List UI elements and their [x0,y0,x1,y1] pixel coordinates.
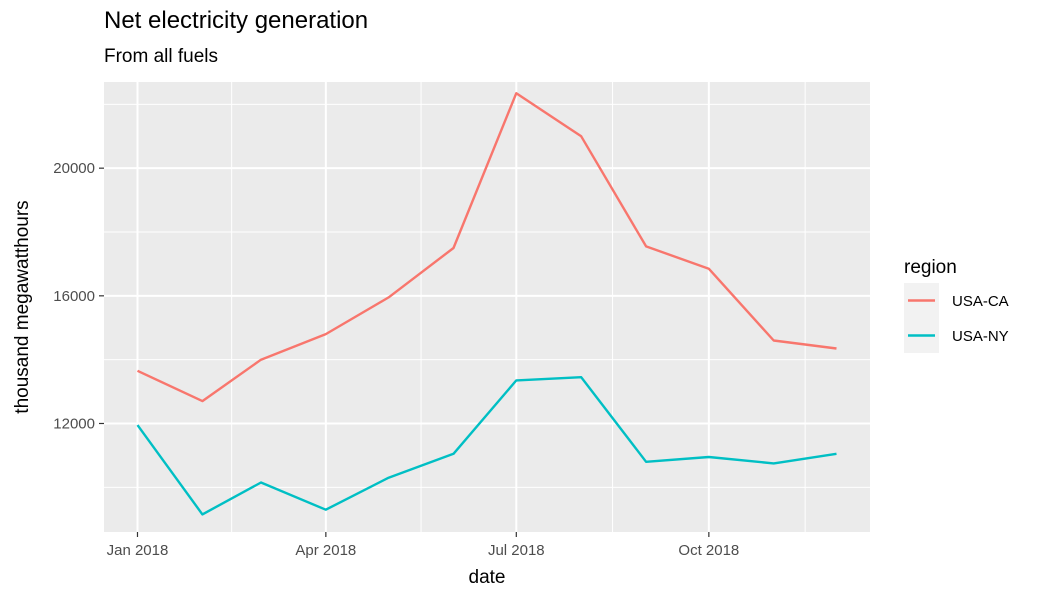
x-tick-label: Jul 2018 [488,542,545,559]
chart-title: Net electricity generation [104,7,369,34]
grid-major [104,82,870,532]
legend-title: region [904,257,957,278]
x-tick-label: Jan 2018 [107,542,169,559]
series-line-usa-ca [136,91,837,403]
y-tick-label: 12000 [53,415,95,432]
axis-ticks [99,167,710,537]
y-tick-label: 20000 [53,160,95,177]
axis-tick-labels: 12000 16000 20000 Jan 2018 Apr 2018 Jul 2018 O… [53,160,739,559]
plot-panel [104,82,870,532]
x-tick-label: Apr 2018 [295,542,356,559]
x-axis-title: date [469,567,506,588]
series-lines [136,91,837,516]
series-line-usa-ny [136,376,837,516]
chart-subtitle: From all fuels [104,46,219,67]
legend-label: USA-NY [952,328,1009,345]
grid-minor [104,82,870,532]
y-axis-title: thousand megawatthours [12,200,33,413]
y-tick-label: 16000 [53,288,95,305]
legend: region USA-CA USA-NY [904,257,1009,353]
legend-label: USA-CA [952,293,1009,310]
x-tick-label: Oct 2018 [678,542,739,559]
